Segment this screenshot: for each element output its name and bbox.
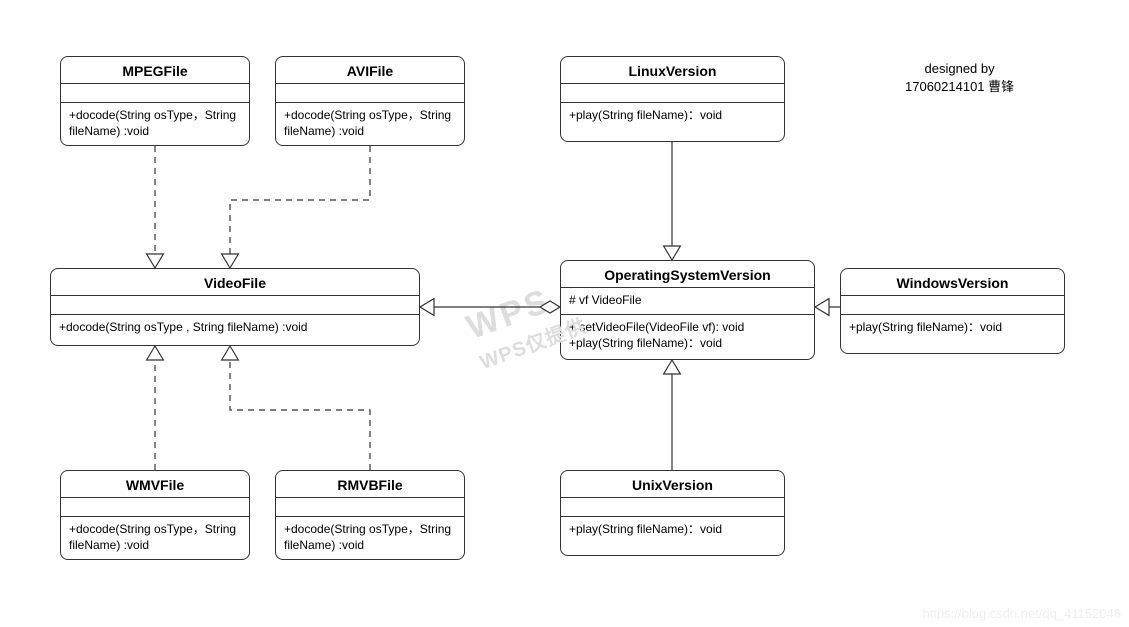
class-attrs <box>61 84 249 102</box>
class-videofile: VideoFile +docode(String osType , String… <box>50 268 420 346</box>
class-name: AVIFile <box>276 57 464 83</box>
class-attrs <box>276 498 464 516</box>
credit-line1: designed by <box>925 61 995 76</box>
class-ops: + setVideoFile(VideoFile vf): void+play(… <box>561 315 814 357</box>
class-avifile: AVIFile +docode(String osType，String fil… <box>275 56 465 146</box>
class-ops: +docode(String osType，String fileName) :… <box>61 103 249 145</box>
class-name: UnixVersion <box>561 471 784 497</box>
class-ops: +play(String fileName)：void <box>561 517 784 543</box>
class-windowsversion: WindowsVersion +play(String fileName)：vo… <box>840 268 1065 354</box>
class-ops: +docode(String osType，String fileName) :… <box>276 103 464 145</box>
class-rmvbfile: RMVBFile +docode(String osType，String fi… <box>275 470 465 560</box>
class-ops: +docode(String osType，String fileName) :… <box>276 517 464 559</box>
class-attrs <box>61 498 249 516</box>
footer-watermark: https://blog.csdn.net/qq_41152046 <box>922 606 1121 621</box>
class-linuxversion: LinuxVersion +play(String fileName)：void <box>560 56 785 142</box>
credit-line2: 17060214101 曹锋 <box>905 79 1014 94</box>
class-name: RMVBFile <box>276 471 464 497</box>
class-name: VideoFile <box>51 269 419 295</box>
credit-text: designed by 17060214101 曹锋 <box>905 60 1014 96</box>
class-name: WMVFile <box>61 471 249 497</box>
class-attrs <box>561 84 784 102</box>
class-name: WindowsVersion <box>841 269 1064 295</box>
class-attrs <box>51 296 419 314</box>
class-attrs <box>561 498 784 516</box>
class-ops: +docode(String osType，String fileName) :… <box>61 517 249 559</box>
class-mpegfile: MPEGFile +docode(String osType，String fi… <box>60 56 250 146</box>
class-name: OperatingSystemVersion <box>561 261 814 287</box>
class-ops: +play(String fileName)：void <box>841 315 1064 341</box>
class-attrs: # vf VideoFile <box>561 288 814 314</box>
class-attrs <box>276 84 464 102</box>
class-ops: +play(String fileName)：void <box>561 103 784 129</box>
class-operatingsystemversion: OperatingSystemVersion # vf VideoFile + … <box>560 260 815 360</box>
class-attrs <box>841 296 1064 314</box>
class-name: MPEGFile <box>61 57 249 83</box>
class-unixversion: UnixVersion +play(String fileName)：void <box>560 470 785 556</box>
diagram-canvas: MPEGFile +docode(String osType，String fi… <box>0 0 1129 627</box>
class-wmvfile: WMVFile +docode(String osType，String fil… <box>60 470 250 560</box>
class-ops: +docode(String osType , String fileName)… <box>51 315 419 341</box>
class-name: LinuxVersion <box>561 57 784 83</box>
